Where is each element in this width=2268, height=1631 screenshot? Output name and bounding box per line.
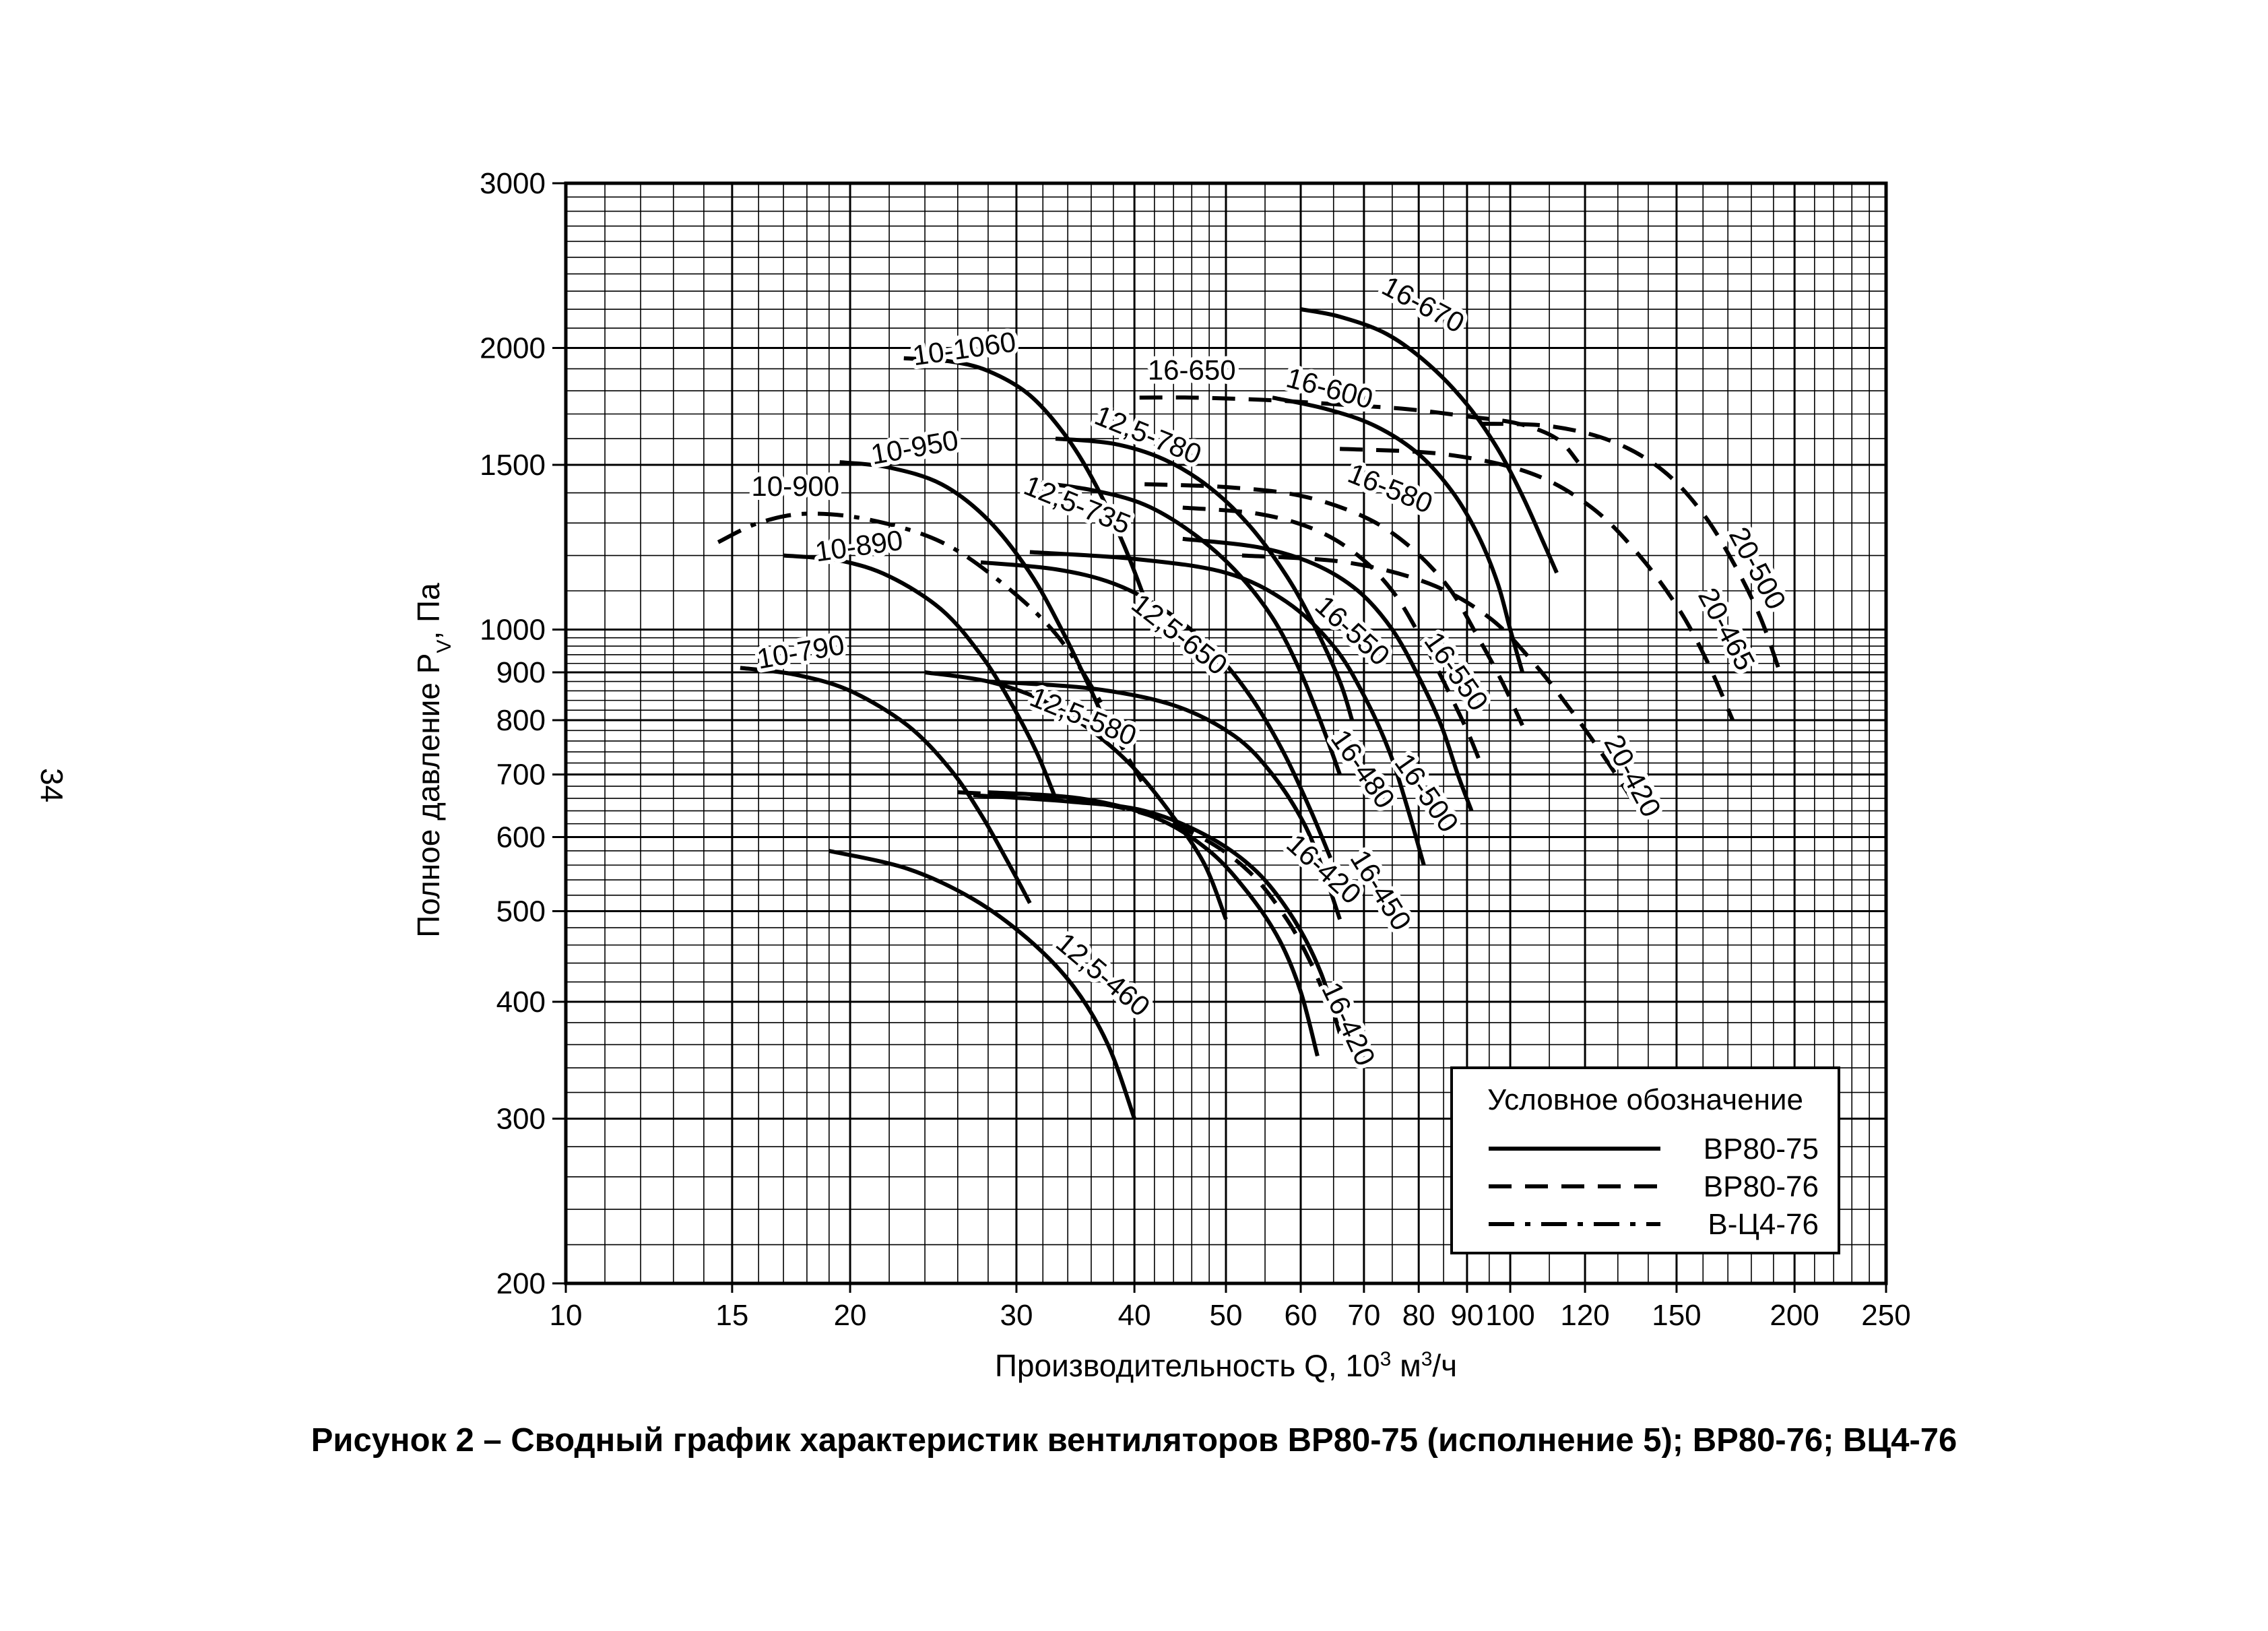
- curve-label: 16-650: [1148, 354, 1236, 386]
- y-tick-label: 1500: [480, 449, 546, 482]
- curve-label: 10-900: [751, 470, 839, 502]
- curve-10-790: [740, 666, 1032, 904]
- curve-12-5-650: [980, 560, 1332, 859]
- y-tick-label: 400: [496, 986, 546, 1019]
- x-tick-label: 70: [1347, 1299, 1380, 1332]
- curve-10-890: [783, 553, 1058, 800]
- x-tick-label: 40: [1118, 1299, 1151, 1332]
- x-tick-label: 150: [1652, 1299, 1701, 1332]
- curve-labels: 10-106010-106010-95010-95010-89010-89010…: [747, 265, 1796, 1075]
- legend-label: В-Ц4-76: [1708, 1208, 1819, 1241]
- curve-16-600: [1272, 395, 1524, 673]
- legend-title: Условное обозначение: [1487, 1083, 1803, 1116]
- y-tick-label: 900: [496, 656, 546, 689]
- y-tick-label: 2000: [480, 332, 546, 365]
- curve-label: 16-600: [1283, 362, 1376, 415]
- curve-12-5-460: [829, 849, 1136, 1120]
- x-tick-label: 250: [1861, 1299, 1910, 1332]
- curve-label: 16-580: [1344, 457, 1437, 519]
- curves: [717, 307, 1782, 1120]
- legend-label: ВР80-75: [1704, 1132, 1819, 1165]
- x-axis-title: Производительность Q, 103 м3/ч: [995, 1348, 1457, 1384]
- y-tick-label: 500: [496, 895, 546, 928]
- curve-16-650: [1139, 395, 1580, 464]
- curve-20-500: [1480, 421, 1782, 674]
- x-tick-label: 120: [1560, 1299, 1609, 1332]
- x-tick-label: 200: [1770, 1299, 1819, 1332]
- curve-16-420: [987, 790, 1320, 1057]
- curve-label: 12,5-780: [1091, 399, 1206, 470]
- curve-label: 12,5-650: [1126, 587, 1233, 681]
- y-tick-label: 700: [496, 759, 546, 792]
- x-tick-label: 15: [715, 1299, 748, 1332]
- legend-items: ВР80-75 ВР80-76 В-Ц4-76: [1489, 1132, 1819, 1241]
- curve-10-1060: [903, 356, 1146, 600]
- legend: Условное обозначение ВР80-75 ВР80-76 В-Ц4-…: [1450, 1066, 1840, 1254]
- curve-12-5-735: [1029, 479, 1342, 775]
- curve-10-900: [717, 511, 1146, 788]
- curve-16-580: [1144, 482, 1524, 726]
- legend-label: ВР80-76: [1704, 1170, 1819, 1203]
- curve-label: 10-950: [868, 424, 961, 470]
- y-tick-label: 3000: [480, 167, 546, 200]
- figure-caption: Рисунок 2 – Сводный график характеристик…: [311, 1422, 1957, 1459]
- curve-label: 16-420: [1316, 978, 1382, 1070]
- curve-label-halo: 16-650: [1148, 354, 1236, 386]
- x-tick-label: 30: [1000, 1299, 1033, 1332]
- curve-label: 10-890: [813, 524, 905, 568]
- curve-20-420: [1241, 553, 1642, 812]
- curve-16-550: [1182, 505, 1483, 764]
- y-axis-title: Полное давление PV, Па: [411, 583, 455, 938]
- curve-16-480: [987, 679, 1342, 920]
- curve-16-550: [1182, 536, 1474, 812]
- x-tick-label: 80: [1402, 1299, 1435, 1332]
- y-tick-label: 200: [496, 1267, 546, 1300]
- curve-16-420: [957, 790, 1330, 1003]
- x-tick-label: 10: [550, 1299, 583, 1332]
- curve-20-465: [1339, 447, 1735, 722]
- y-tick-label: 800: [496, 704, 546, 737]
- curve-16-670: [1300, 307, 1559, 574]
- curve-label-halo: 10-900: [751, 470, 839, 502]
- curve-label: 10-790: [754, 629, 847, 675]
- x-tick-label: 100: [1485, 1299, 1534, 1332]
- curve-label: 20-500: [1723, 522, 1792, 615]
- y-tick-label: 600: [496, 821, 546, 854]
- y-tick-label: 1000: [480, 613, 546, 646]
- x-tick-label: 50: [1210, 1299, 1243, 1332]
- legend-box: [1450, 1066, 1840, 1254]
- curve-16-500: [1029, 550, 1426, 866]
- curve-label: 12,5-735: [1020, 469, 1135, 540]
- x-tick-label: 90: [1450, 1299, 1483, 1332]
- curve-12-5-780: [1055, 437, 1355, 721]
- axis-ticks: 10 15 20 30 40 50 60 70 80 90 100 120 150 200 250 200 30…: [480, 167, 1911, 1332]
- x-tick-label: 60: [1285, 1299, 1318, 1332]
- y-tick-label: 300: [496, 1102, 546, 1135]
- curve-label: 20-420: [1598, 730, 1667, 823]
- x-tick-label: 20: [834, 1299, 867, 1332]
